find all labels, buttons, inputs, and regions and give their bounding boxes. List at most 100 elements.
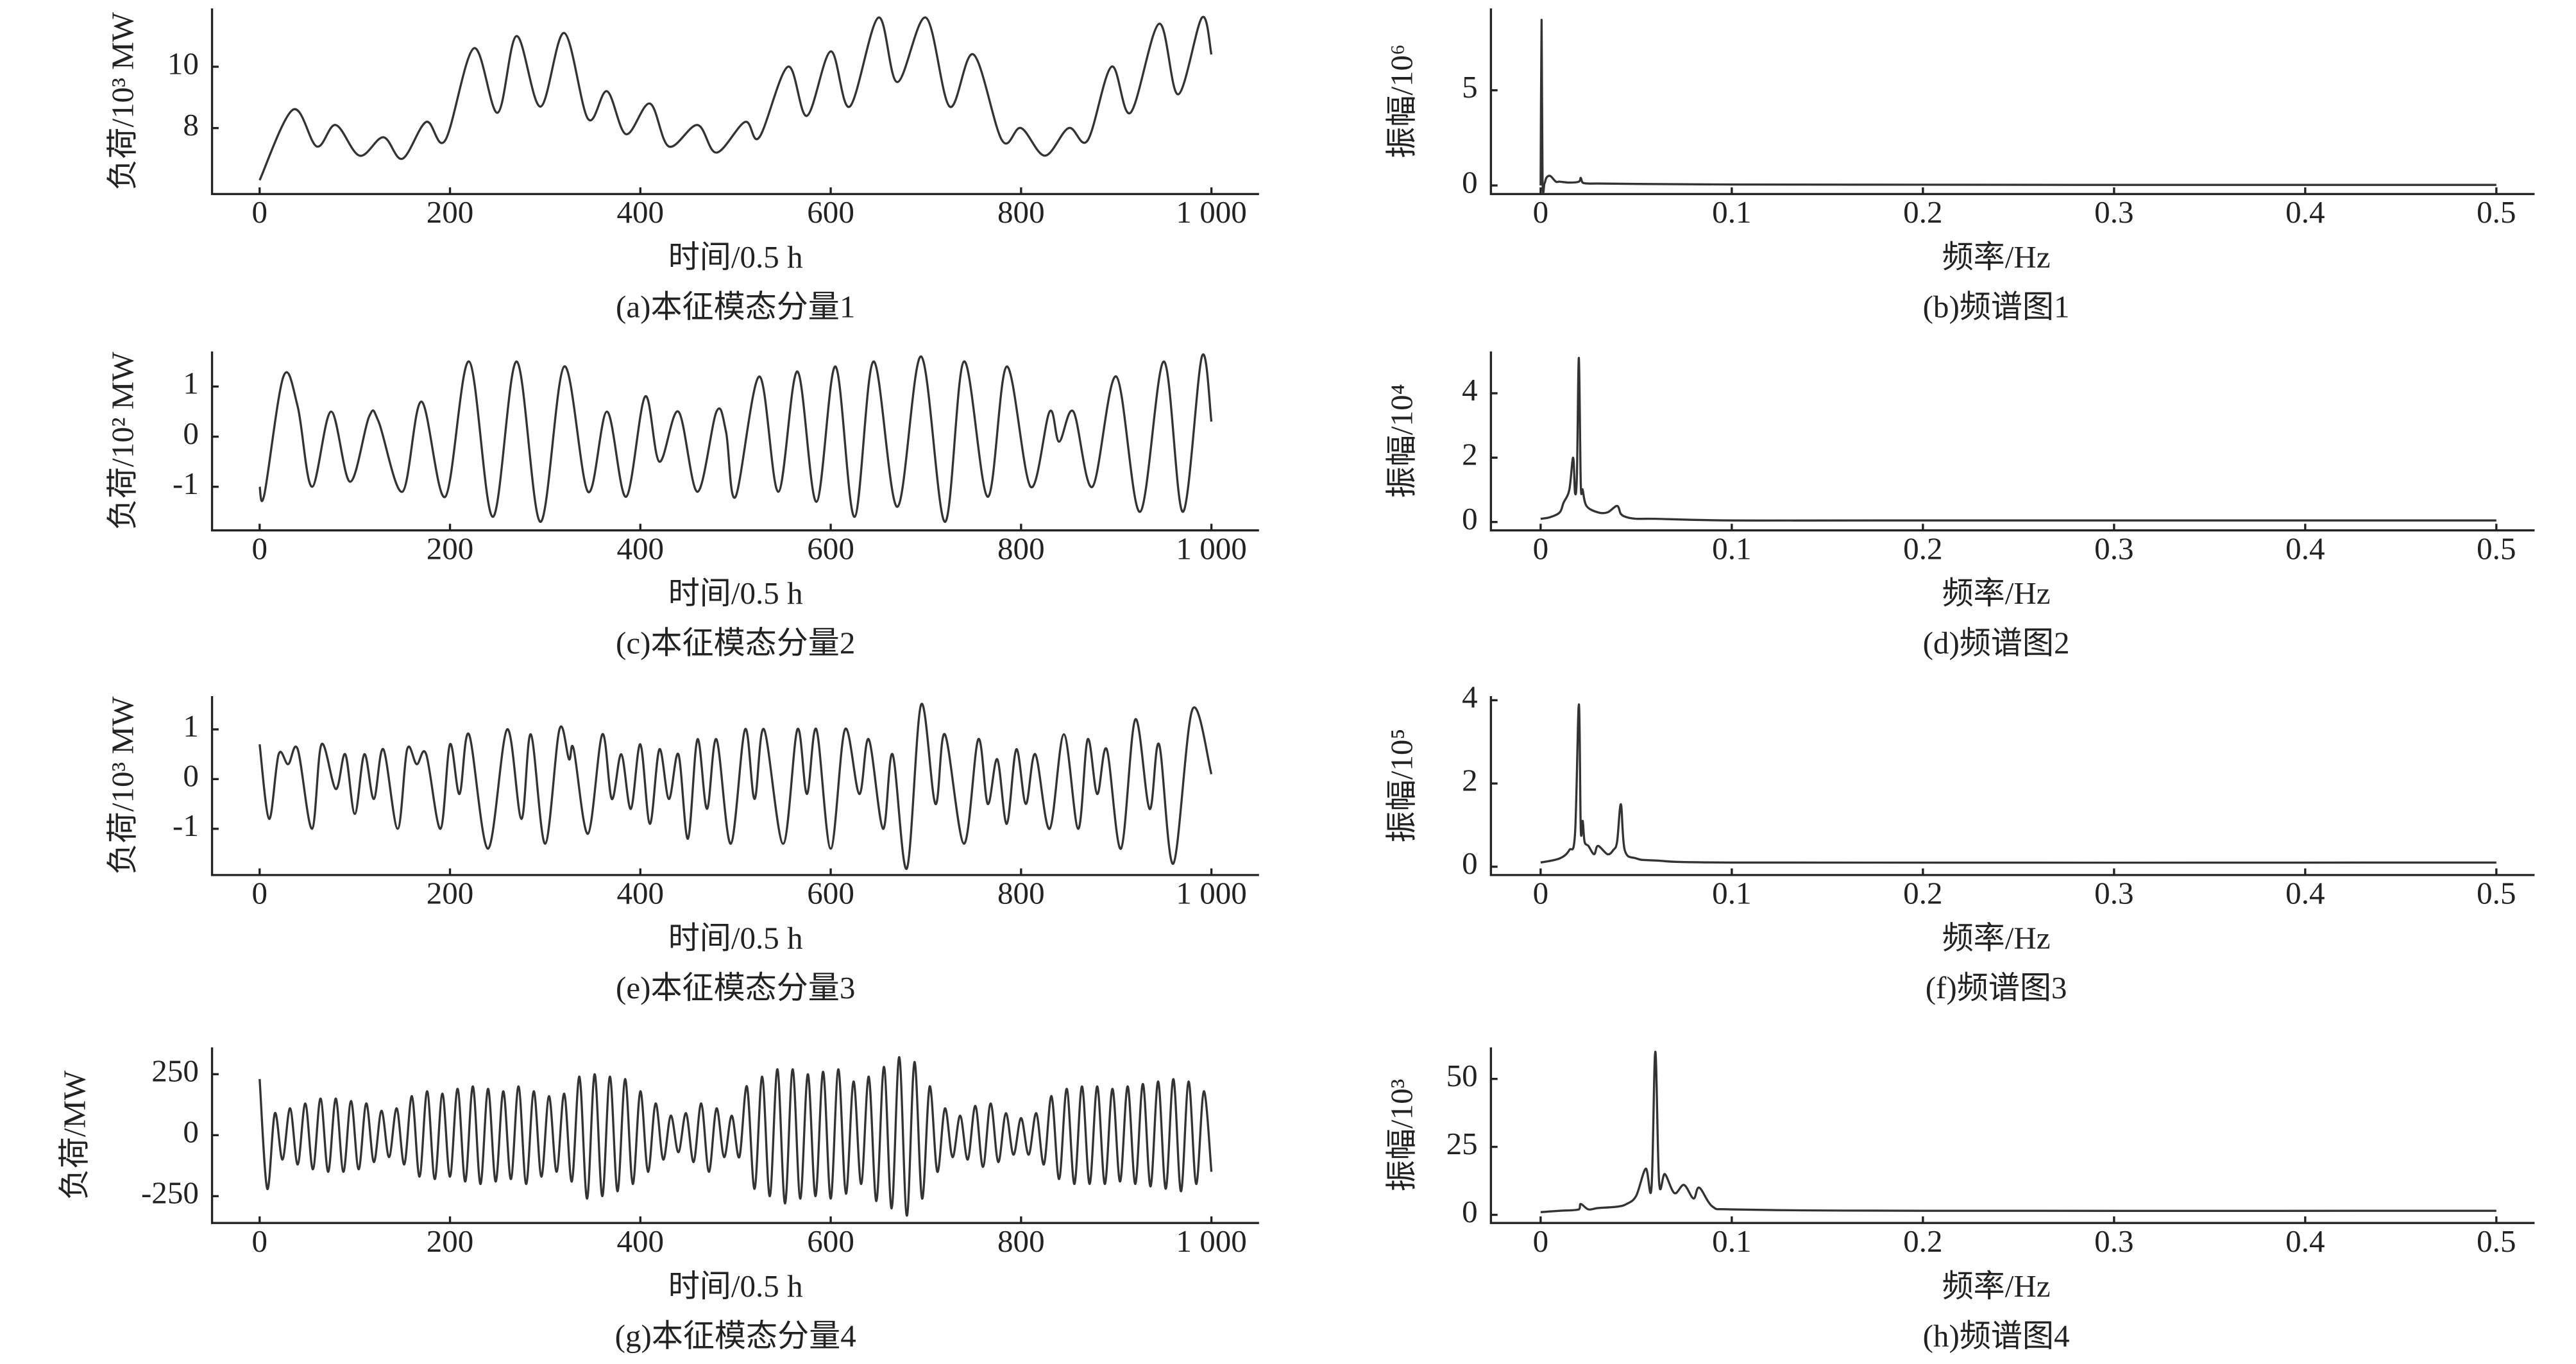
y-axis-label: 振幅/10³ bbox=[1384, 1079, 1419, 1192]
caption: (h)频谱图4 bbox=[1923, 1318, 2070, 1353]
y-tick-label: -1 bbox=[173, 466, 199, 501]
y-tick-label: 250 bbox=[151, 1053, 199, 1089]
caption: (a)本征模态分量1 bbox=[616, 289, 855, 324]
y-axis-label: 振幅/10⁴ bbox=[1384, 384, 1419, 498]
data-line bbox=[1540, 357, 2496, 522]
axes bbox=[1489, 695, 2535, 876]
y-tick-label: 25 bbox=[1446, 1126, 1478, 1161]
y-tick-label: 1 bbox=[183, 366, 199, 401]
x-tick-label: 200 bbox=[427, 194, 474, 230]
y-tick-label: 1 bbox=[183, 708, 199, 744]
data-line bbox=[1540, 703, 2496, 864]
x-tick-label: 1 000 bbox=[1176, 531, 1246, 567]
x-tick-label: 0.1 bbox=[1712, 1223, 1751, 1259]
data-line bbox=[1540, 1050, 2496, 1213]
data-line bbox=[258, 1055, 1213, 1217]
y-axis-label: 负荷/10³ MW bbox=[105, 12, 140, 190]
caption: (d)频谱图2 bbox=[1923, 626, 2070, 661]
caption: (c)本征模态分量2 bbox=[616, 626, 855, 661]
y-tick-label: 2 bbox=[1462, 437, 1478, 472]
x-tick-label: 400 bbox=[617, 194, 665, 230]
caption: (g)本征模态分量4 bbox=[615, 1318, 856, 1353]
x-tick-label: 0.1 bbox=[1712, 876, 1751, 911]
x-tick-label: 0 bbox=[1533, 876, 1549, 911]
x-axis-label: 频率/Hz bbox=[1942, 920, 2051, 955]
x-axis-label: 时间/0.5 h bbox=[668, 1268, 803, 1304]
y-tick-label: -1 bbox=[173, 808, 199, 843]
x-tick-label: 0.2 bbox=[1903, 876, 1942, 911]
x-tick-label: 0.5 bbox=[2477, 194, 2516, 230]
x-tick-label: 0 bbox=[1533, 1223, 1549, 1259]
x-axis-label: 频率/Hz bbox=[1942, 1268, 2051, 1304]
data-line bbox=[1539, 19, 2496, 194]
y-axis-label: 振幅/10⁶ bbox=[1384, 44, 1419, 158]
x-axis-label: 时间/0.5 h bbox=[668, 575, 803, 611]
axes bbox=[210, 351, 1259, 532]
y-tick-label: 0 bbox=[1462, 1194, 1478, 1229]
y-tick-label: 0 bbox=[1462, 846, 1478, 881]
x-tick-label: 0.5 bbox=[2477, 876, 2516, 911]
y-tick-label: 2 bbox=[1462, 762, 1478, 797]
y-tick-label: 50 bbox=[1446, 1058, 1478, 1093]
data-line bbox=[258, 353, 1213, 524]
y-axis-label: 负荷/10² MW bbox=[105, 352, 140, 530]
x-axis-label: 时间/0.5 h bbox=[668, 920, 803, 955]
x-tick-label: 200 bbox=[427, 531, 474, 567]
x-tick-label: 0.2 bbox=[1903, 1223, 1942, 1259]
x-tick-label: 0.3 bbox=[2094, 194, 2133, 230]
x-tick-label: 0.4 bbox=[2285, 194, 2325, 230]
y-tick-label: 4 bbox=[1462, 679, 1478, 715]
x-tick-label: 0.3 bbox=[2094, 531, 2133, 567]
axes bbox=[210, 8, 1259, 196]
x-tick-label: 800 bbox=[997, 194, 1045, 230]
y-tick-label: 4 bbox=[1462, 372, 1478, 407]
x-tick-label: 0.3 bbox=[2094, 876, 2133, 911]
caption: (f)频谱图3 bbox=[1926, 970, 2067, 1005]
y-tick-label: 8 bbox=[183, 107, 199, 142]
x-tick-label: 600 bbox=[807, 194, 854, 230]
axes bbox=[1489, 8, 2535, 196]
x-tick-label: 0.5 bbox=[2477, 531, 2516, 567]
x-tick-label: 0.4 bbox=[2285, 876, 2325, 911]
data-line bbox=[258, 15, 1213, 181]
x-tick-label: 600 bbox=[807, 876, 854, 911]
x-axis-label: 频率/Hz bbox=[1942, 239, 2051, 275]
x-tick-label: 200 bbox=[427, 876, 474, 911]
x-tick-label: 0 bbox=[1533, 531, 1549, 567]
y-tick-label: 10 bbox=[167, 46, 199, 81]
axes bbox=[1489, 351, 2535, 532]
x-tick-label: 0.4 bbox=[2285, 1223, 2325, 1259]
x-tick-label: 600 bbox=[807, 1223, 854, 1259]
axes bbox=[210, 695, 1259, 876]
x-tick-label: 1 000 bbox=[1176, 194, 1246, 230]
y-tick-label: 0 bbox=[1462, 164, 1478, 200]
x-tick-label: 0 bbox=[252, 1223, 268, 1259]
x-tick-label: 0.3 bbox=[2094, 1223, 2133, 1259]
y-axis-label: 振幅/10⁵ bbox=[1384, 728, 1419, 842]
x-axis-label: 频率/Hz bbox=[1942, 575, 2051, 611]
y-tick-label: 0 bbox=[1462, 501, 1478, 536]
y-tick-label: 0 bbox=[183, 758, 199, 794]
axes bbox=[210, 1047, 1259, 1224]
x-tick-label: 0.1 bbox=[1712, 531, 1751, 567]
x-tick-label: 400 bbox=[617, 531, 665, 567]
x-tick-label: 400 bbox=[617, 1223, 665, 1259]
x-tick-label: 200 bbox=[427, 1223, 474, 1259]
x-tick-label: 0.2 bbox=[1903, 194, 1942, 230]
x-tick-label: 1 000 bbox=[1176, 876, 1246, 911]
y-tick-label: 0 bbox=[183, 1114, 199, 1150]
x-tick-label: 0 bbox=[252, 876, 268, 911]
x-tick-label: 800 bbox=[997, 876, 1045, 911]
x-tick-label: 800 bbox=[997, 531, 1045, 567]
y-axis-label: 负荷/MW bbox=[57, 1070, 92, 1200]
x-tick-label: 0.4 bbox=[2285, 531, 2325, 567]
axes bbox=[1489, 1047, 2535, 1224]
x-tick-label: 0 bbox=[252, 531, 268, 567]
x-tick-label: 0 bbox=[252, 194, 268, 230]
data-line bbox=[258, 703, 1213, 870]
caption: (b)频谱图1 bbox=[1923, 289, 2070, 324]
y-axis-label: 负荷/10³ MW bbox=[105, 696, 140, 874]
x-tick-label: 0.5 bbox=[2477, 1223, 2516, 1259]
